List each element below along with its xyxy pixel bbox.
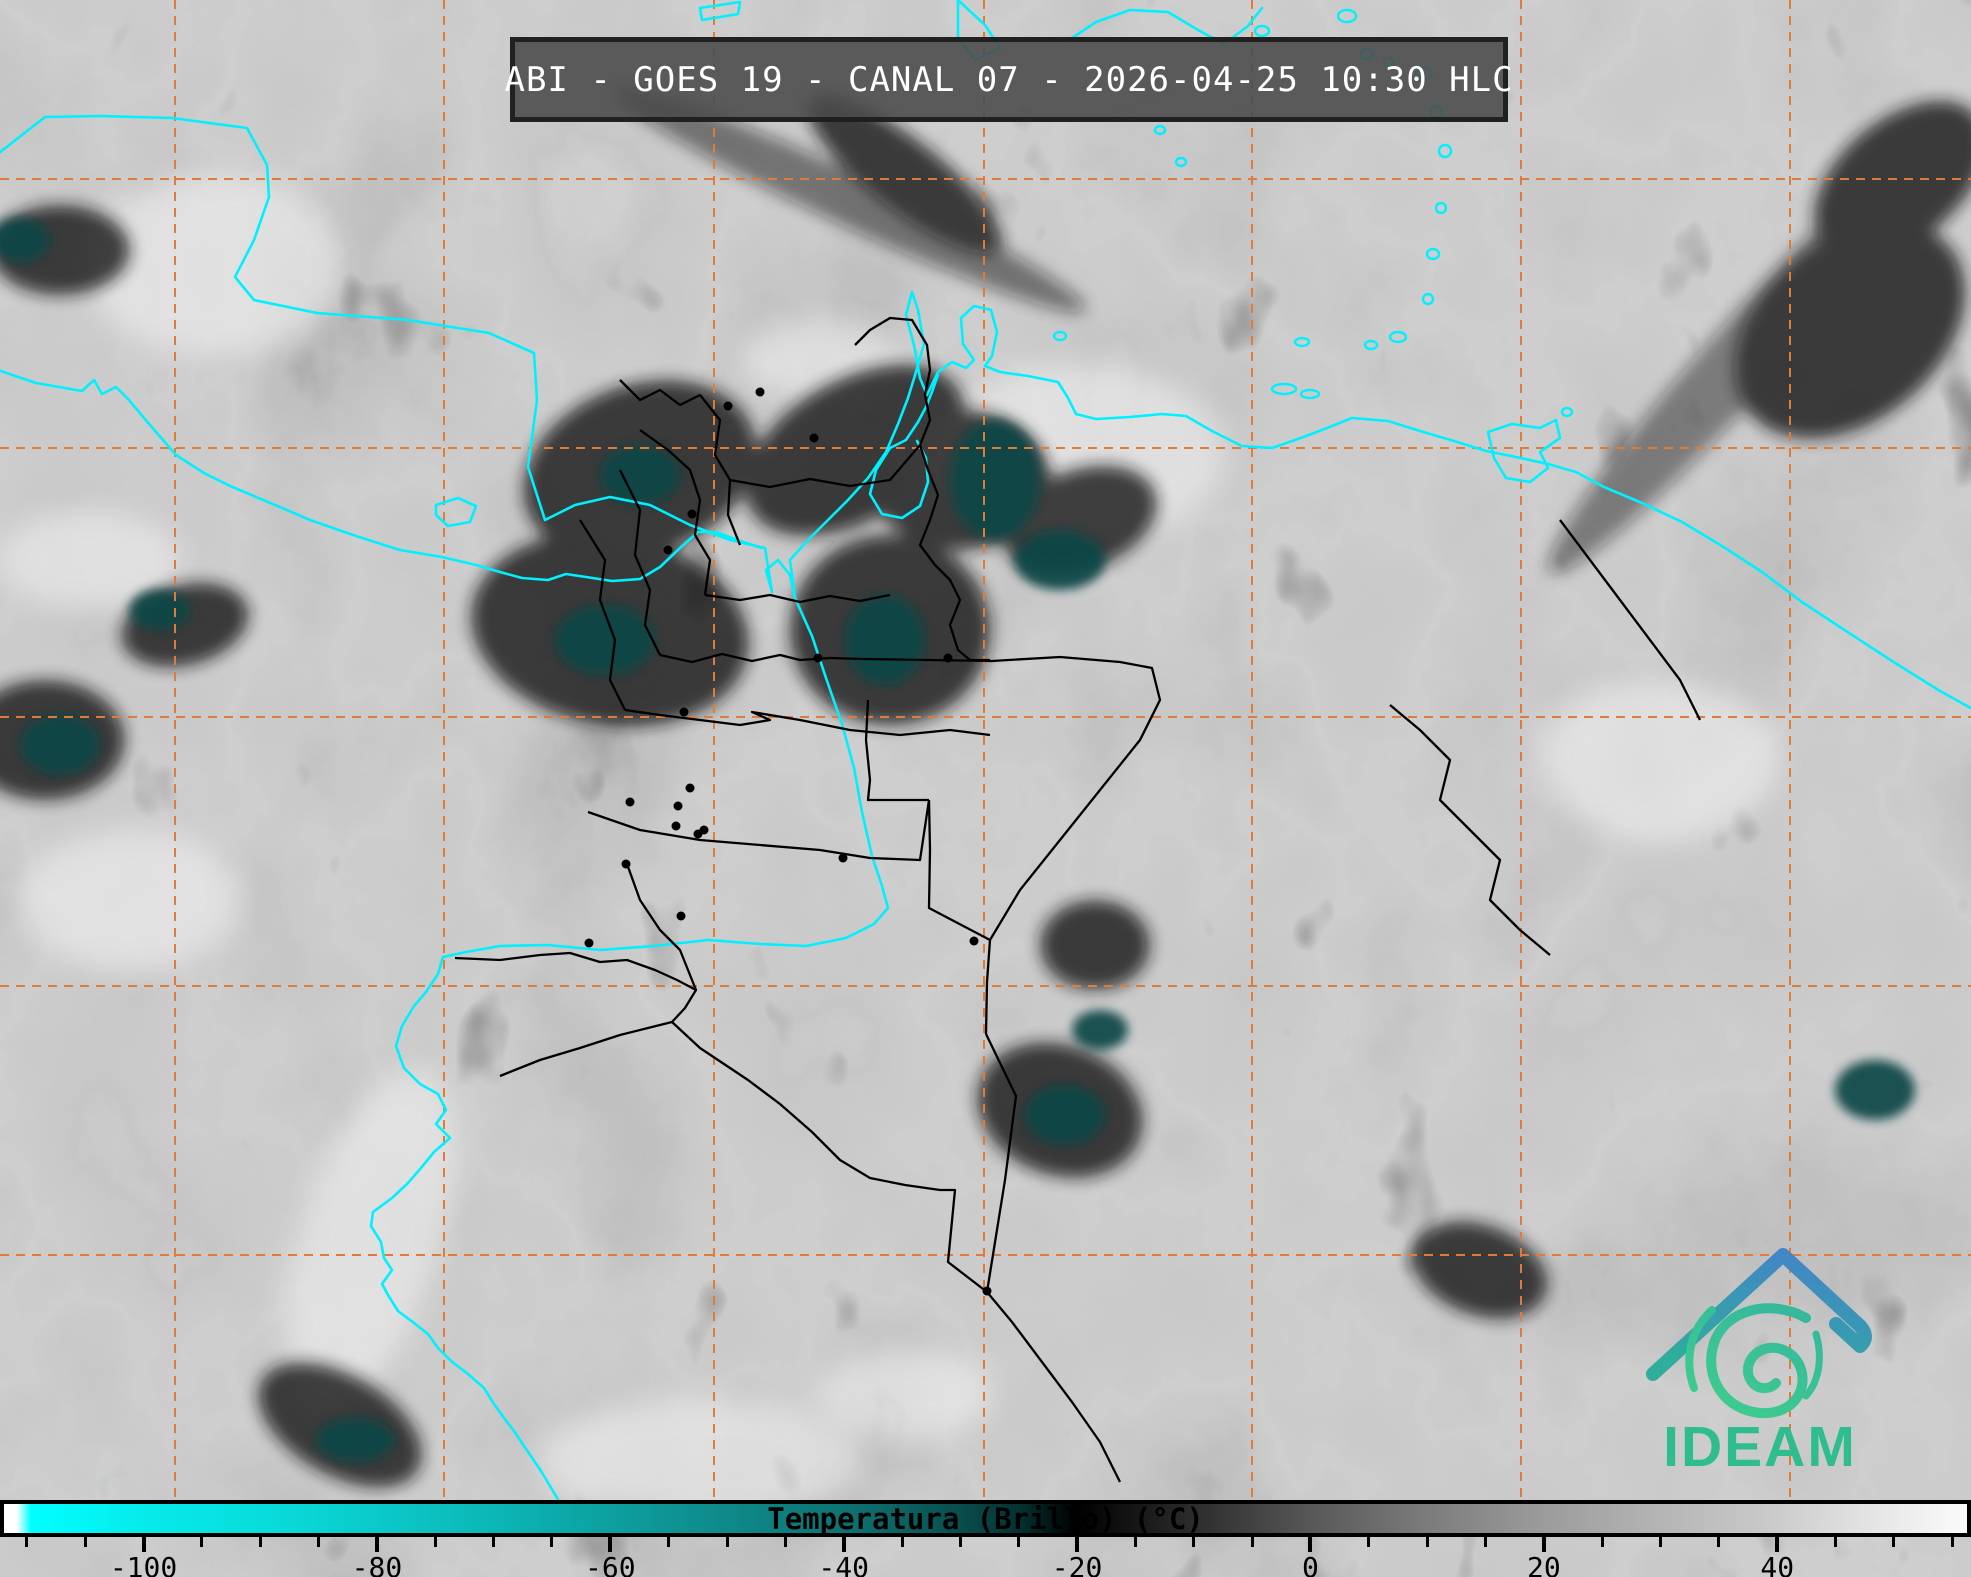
temperature-colorbar: Temperatura (Brillo) (°C) -100 -80 -60 -40-… — [0, 1500, 1971, 1577]
graticule-grid — [0, 0, 1971, 1500]
colorbar-tick — [492, 1537, 496, 1547]
colorbar-tick — [1250, 1537, 1254, 1547]
colorbar-tick — [25, 1537, 29, 1547]
colorbar-tick — [1075, 1537, 1080, 1552]
ideam-logo: IDEAM — [1630, 1238, 1890, 1483]
colorbar-tick — [1775, 1537, 1780, 1552]
colorbar-tick-label: 0 — [1302, 1551, 1319, 1577]
colorbar-tick — [433, 1537, 437, 1547]
colorbar-tick — [550, 1537, 554, 1547]
colorbar-tick — [83, 1537, 87, 1547]
colorbar-tick — [1133, 1537, 1137, 1547]
colorbar-tick — [1834, 1537, 1838, 1547]
coldest-cloud-cores — [0, 218, 1915, 1462]
country-and-department-borders — [454, 316, 1702, 1483]
coastlines — [0, 0, 1971, 1514]
colorbar-tick — [1659, 1537, 1663, 1547]
colorbar-tick — [667, 1537, 671, 1547]
colorbar-tick — [1717, 1537, 1721, 1547]
colorbar-tick — [374, 1537, 379, 1552]
colorbar-tick-label: 20 — [1527, 1551, 1561, 1577]
colorbar-tick-label: -20 — [1051, 1551, 1103, 1577]
image-title-bar: ABI - GOES 19 - CANAL 07 - 2026-04-25 10… — [504, 37, 1513, 122]
colorbar-tick — [841, 1537, 846, 1552]
colorbar-tick — [1192, 1537, 1196, 1547]
colorbar-tick — [1308, 1537, 1313, 1552]
colorbar-tick — [1484, 1537, 1488, 1547]
hurricane-spiral-icon — [1706, 1303, 1811, 1419]
colorbar-tick-label: -40 — [818, 1551, 869, 1577]
hurricane-spiral-right-arc — [1802, 1330, 1823, 1400]
colorbar-tick — [1367, 1537, 1371, 1547]
city-dots — [584, 387, 992, 1296]
colorbar-tick — [958, 1537, 962, 1547]
colorbar-tick — [900, 1537, 904, 1547]
colorbar-gradient-strip — [4, 1504, 1967, 1533]
colorbar-tick — [317, 1537, 321, 1547]
ideam-logo-text: IDEAM — [1663, 1415, 1857, 1479]
colorbar-tick — [1541, 1537, 1546, 1552]
colorbar-tick-label: 40 — [1760, 1551, 1795, 1577]
colorbar-tick-label: -60 — [585, 1551, 636, 1577]
colorbar-tick — [1017, 1537, 1021, 1547]
ideam-logo-mark — [1646, 1248, 1872, 1419]
mountain-icon — [1646, 1248, 1872, 1381]
colorbar-tick — [783, 1537, 787, 1547]
colorbar-tick-label: -100 — [109, 1551, 178, 1577]
image-title-text: ABI - GOES 19 - CANAL 07 - 2026-04-25 10… — [504, 59, 1514, 100]
colorbar-tick — [1892, 1537, 1896, 1547]
colorbar-tick-label: -80 — [351, 1551, 403, 1577]
colorbar-tick — [608, 1537, 613, 1552]
colorbar-tick — [725, 1537, 729, 1547]
colorbar-frame — [0, 1500, 1971, 1537]
colorbar-tick — [200, 1537, 204, 1547]
colorbar-tick — [141, 1537, 146, 1552]
colorbar-tick — [258, 1537, 262, 1547]
hurricane-spiral-outer-arc — [1685, 1306, 1716, 1392]
colorbar-tick — [1600, 1537, 1604, 1547]
colorbar-tick — [1425, 1537, 1429, 1547]
colorbar-tick — [1950, 1537, 1954, 1547]
